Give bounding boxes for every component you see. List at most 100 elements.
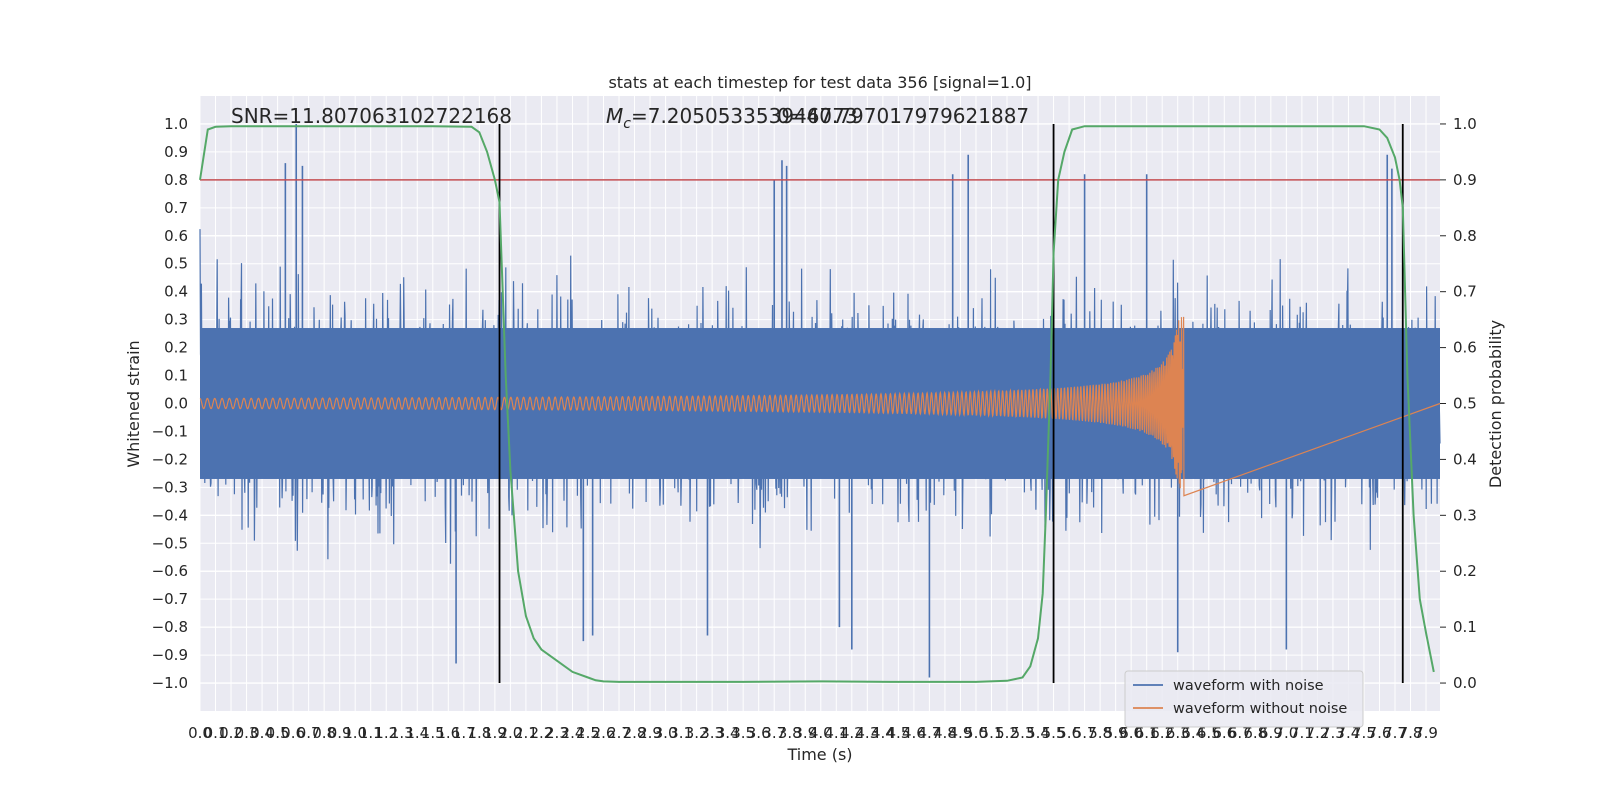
x-tick-label: 7.8 bbox=[1399, 724, 1423, 742]
x-tick-label: 7.7 bbox=[1383, 724, 1407, 742]
mc-annotation: Mc=7.205053353946773 bbox=[606, 104, 858, 132]
x-tick-label: 1.8 bbox=[467, 724, 491, 742]
y-tick-label-left: 0.8 bbox=[164, 171, 188, 189]
y-tick-label-left: −0.1 bbox=[152, 422, 188, 440]
x-tick-label: 4.7 bbox=[917, 724, 941, 742]
clean-trace bbox=[199, 316, 1441, 497]
series-waveform-without-noise bbox=[199, 316, 1441, 497]
y-tick-label-left: −0.4 bbox=[152, 506, 188, 524]
x-tick-label: 1.2 bbox=[374, 724, 398, 742]
x-tick-label: 6.0 bbox=[1119, 724, 1143, 742]
y-tick-label-left: 0.4 bbox=[164, 283, 188, 301]
x-tick-label: 5.5 bbox=[1042, 724, 1066, 742]
y-tick-label-left: 0.9 bbox=[164, 143, 188, 161]
series-waveform-with-noise bbox=[199, 123, 1441, 678]
y-axis-right-ticks: 1.0 0.9 0.8 0.7 0.6 0.5 0.4 0.3 0.2 0.1 0.0 bbox=[1440, 115, 1477, 692]
x-tick-label: 6.9 bbox=[1259, 724, 1283, 742]
x-tick-label: 3.8 bbox=[778, 724, 802, 742]
x-tick-label: 6.8 bbox=[1243, 724, 1267, 742]
x-tick-label: 4.4 bbox=[871, 724, 895, 742]
x-tick-label: 2.6 bbox=[592, 724, 616, 742]
x-tick-label: 0.7 bbox=[297, 724, 321, 742]
x-tick-label: 6.2 bbox=[1150, 724, 1174, 742]
probability-line bbox=[199, 125, 1435, 683]
x-tick-label: 7.3 bbox=[1321, 724, 1345, 742]
x-tick-label: 4.8 bbox=[933, 724, 957, 742]
y-tick-label-left: −0.8 bbox=[152, 618, 188, 636]
x-tick-label: 7.1 bbox=[1290, 724, 1314, 742]
x-tick-label: 6.6 bbox=[1212, 724, 1236, 742]
x-tick-label: 1.1 bbox=[359, 724, 383, 742]
x-tick-label: 4.0 bbox=[809, 724, 833, 742]
x-tick-label: 5.3 bbox=[1011, 724, 1035, 742]
x-tick-label: 3.3 bbox=[700, 724, 724, 742]
snr-annotation: SNR=11.807063102722168 bbox=[231, 104, 512, 128]
x-tick-label: 5.7 bbox=[1073, 724, 1097, 742]
x-tick-label: 6.1 bbox=[1135, 724, 1159, 742]
x-tick-label: 5.8 bbox=[1088, 724, 1112, 742]
x-tick-label: 5.0 bbox=[964, 724, 988, 742]
x-tick-label: 0.1 bbox=[204, 724, 228, 742]
legend-label-clean: waveform without noise bbox=[1173, 701, 1347, 717]
y-tick-label-left: −0.3 bbox=[152, 478, 188, 496]
chart-title: stats at each timestep for test data 356… bbox=[608, 73, 1031, 92]
x-tick-label: 0.6 bbox=[281, 724, 305, 742]
x-axis-ticks: 0.00.10.20.30.40.50.60.70.80.91.01.11.21… bbox=[188, 724, 1438, 742]
x-tick-label: 1.5 bbox=[421, 724, 445, 742]
x-tick-label: 3.2 bbox=[685, 724, 709, 742]
x-tick-label: 7.2 bbox=[1305, 724, 1329, 742]
x-tick-label: 1.4 bbox=[405, 724, 429, 742]
mc-subscript: c bbox=[623, 116, 631, 132]
x-tick-label: 7.9 bbox=[1414, 724, 1438, 742]
x-tick-label: 0.5 bbox=[266, 724, 290, 742]
x-tick-label: 3.6 bbox=[747, 724, 771, 742]
y-tick-label-left: 0.6 bbox=[164, 227, 188, 245]
legend: waveform with noise waveform without noi… bbox=[1124, 670, 1364, 728]
x-tick-label: 2.0 bbox=[498, 724, 522, 742]
x-tick-label: 0.2 bbox=[219, 724, 243, 742]
x-tick-label: 6.3 bbox=[1166, 724, 1190, 742]
y-tick-label-right: 1.0 bbox=[1453, 115, 1477, 133]
x-tick-label: 4.6 bbox=[902, 724, 926, 742]
y-tick-label-right: 0.8 bbox=[1453, 227, 1477, 245]
x-tick-label: 4.3 bbox=[855, 724, 879, 742]
overlap-annotation: 0=40.797017979621887 bbox=[777, 104, 1029, 128]
x-tick-label: 4.9 bbox=[949, 724, 973, 742]
x-tick-label: 1.9 bbox=[483, 724, 507, 742]
y-tick-label-right: 0.0 bbox=[1453, 674, 1477, 692]
y-tick-label-right: 0.9 bbox=[1453, 171, 1477, 189]
x-tick-label: 6.5 bbox=[1197, 724, 1221, 742]
x-tick-label: 4.2 bbox=[840, 724, 864, 742]
y-tick-label-right: 0.3 bbox=[1453, 506, 1477, 524]
x-tick-label: 2.7 bbox=[607, 724, 631, 742]
mc-symbol: M bbox=[606, 104, 623, 128]
x-tick-label: 1.3 bbox=[390, 724, 414, 742]
y-tick-label-left: 1.0 bbox=[164, 115, 188, 133]
x-tick-label: 7.0 bbox=[1274, 724, 1298, 742]
x-tick-label: 5.2 bbox=[995, 724, 1019, 742]
y-tick-label-left: −0.7 bbox=[152, 590, 188, 608]
legend-label-noise: waveform with noise bbox=[1173, 678, 1324, 694]
x-tick-label: 3.9 bbox=[793, 724, 817, 742]
x-axis-label: Time (s) bbox=[786, 745, 852, 764]
mc-value: =7.205053353946773 bbox=[631, 104, 858, 128]
noise-core-band bbox=[200, 328, 1440, 479]
x-tick-label: 0.8 bbox=[312, 724, 336, 742]
x-tick-label: 5.1 bbox=[980, 724, 1004, 742]
y-tick-label-right: 0.4 bbox=[1453, 450, 1477, 468]
x-tick-label: 4.1 bbox=[824, 724, 848, 742]
x-tick-label: 1.7 bbox=[452, 724, 476, 742]
y-tick-label-left: 0.1 bbox=[164, 367, 188, 385]
x-tick-label: 2.8 bbox=[623, 724, 647, 742]
x-tick-label: 1.0 bbox=[343, 724, 367, 742]
y-tick-label-right: 0.6 bbox=[1453, 339, 1477, 357]
y-tick-label-right: 0.1 bbox=[1453, 618, 1477, 636]
x-tick-label: 6.7 bbox=[1228, 724, 1252, 742]
y-tick-label-left: 0.0 bbox=[164, 395, 188, 413]
x-tick-label: 5.9 bbox=[1104, 724, 1128, 742]
y-tick-label-right: 0.7 bbox=[1453, 283, 1477, 301]
y-axis-left-ticks: 1.0 0.9 0.8 0.7 0.6 0.5 0.4 0.3 0.2 0.1 0.0 −0.1 −0.… bbox=[152, 115, 188, 692]
x-tick-label: 2.1 bbox=[514, 724, 538, 742]
x-tick-label: 4.5 bbox=[886, 724, 910, 742]
x-tick-label: 2.5 bbox=[576, 724, 600, 742]
